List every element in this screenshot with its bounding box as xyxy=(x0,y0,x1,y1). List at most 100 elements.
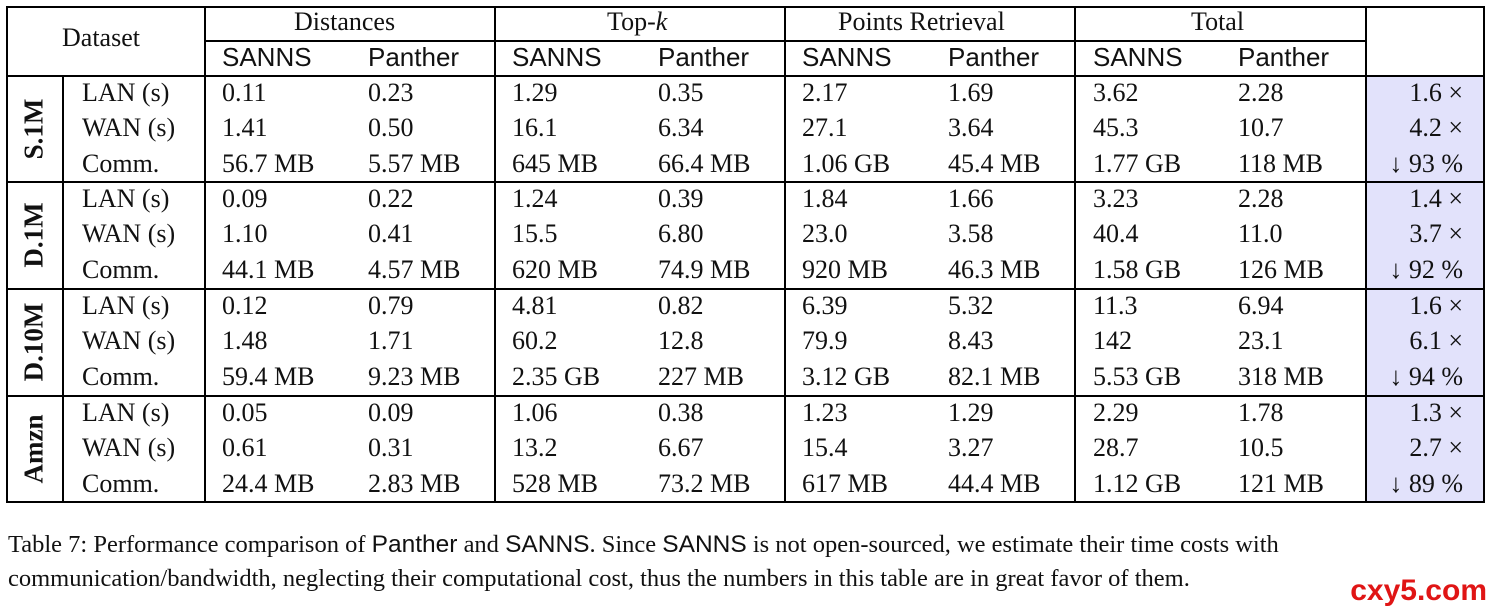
row-label: WAN (s) xyxy=(82,113,176,143)
group-header-total: Total xyxy=(1191,7,1245,36)
rule-after-points xyxy=(1074,6,1076,502)
group-header-distances: Distances xyxy=(294,7,396,36)
table-cell: 1.29 xyxy=(948,398,994,427)
rule-after-s1m xyxy=(6,181,1485,183)
table-cell: 66.4 MB xyxy=(658,148,751,178)
table-cell: 1.69 xyxy=(948,78,994,107)
sub-header-sanns: SANNS xyxy=(1093,42,1183,72)
table-cell: 1.71 xyxy=(368,326,414,356)
table-cell: 0.82 xyxy=(658,291,704,320)
table-cell: 82.1 MB xyxy=(948,361,1041,391)
table-cell: 6.80 xyxy=(658,219,704,249)
table-cell: 0.79 xyxy=(368,291,414,320)
improvement-ratio: 1.6 × xyxy=(1409,78,1463,107)
table-cell: 59.4 MB xyxy=(222,361,315,391)
group-header-points-retrieval: Points Retrieval xyxy=(838,7,1005,36)
table-cell: 13.2 xyxy=(512,433,558,463)
improvement-ratio: 1.3 × xyxy=(1409,398,1463,427)
table-cell: 23.0 xyxy=(802,219,848,249)
table-cell: 3.62 xyxy=(1093,78,1139,107)
row-label: LAN (s) xyxy=(82,398,170,427)
improvement-ratio: 2.7 × xyxy=(1409,433,1463,463)
table-cell: 73.2 MB xyxy=(658,468,751,498)
sub-header-sanns: SANNS xyxy=(512,42,602,72)
table-cell: 15.4 xyxy=(802,433,848,463)
table-cell: 0.31 xyxy=(368,433,414,463)
improvement-ratio: 1.4 × xyxy=(1409,184,1463,213)
table-cell: 2.83 MB xyxy=(368,468,461,498)
table-cell: 1.23 xyxy=(802,398,848,427)
table-cell: 1.06 GB xyxy=(802,148,891,178)
rule-top xyxy=(6,6,1485,8)
table-cell: 46.3 MB xyxy=(948,254,1041,284)
table-cell: 3.27 xyxy=(948,433,994,463)
table-cell: 6.94 xyxy=(1238,291,1284,320)
table-cell: 28.7 xyxy=(1093,433,1139,463)
table-cell: 8.43 xyxy=(948,326,994,356)
improvement-ratio: 3.7 × xyxy=(1409,219,1463,249)
dataset-name: Amzn xyxy=(18,414,49,484)
improvement-ratio: ↓ 94 % xyxy=(1389,361,1463,391)
table-cell: 121 MB xyxy=(1238,468,1324,498)
table-cell: 0.11 xyxy=(222,78,267,107)
row-label: Comm. xyxy=(82,361,160,391)
table-cell: 0.35 xyxy=(658,78,704,107)
table-cell: 0.23 xyxy=(368,78,414,107)
table-cell: 1.78 xyxy=(1238,398,1284,427)
table-caption: Table 7: Performance comparison of Panth… xyxy=(8,531,1279,592)
table-cell: 27.1 xyxy=(802,113,848,143)
table-cell: 4.81 xyxy=(512,291,558,320)
table-cell: 118 MB xyxy=(1238,148,1323,178)
row-label: Comm. xyxy=(82,468,160,498)
rule-header-bottom xyxy=(6,75,1485,77)
sub-header-panther: Panther xyxy=(1238,42,1330,72)
table-cell: 1.24 xyxy=(512,184,558,213)
table-cell: 10.5 xyxy=(1238,433,1284,463)
table-cell: 15.5 xyxy=(512,219,558,249)
table-cell: 1.10 xyxy=(222,219,268,249)
table-cell: 0.09 xyxy=(222,184,268,213)
sub-header-panther: Panther xyxy=(368,42,460,72)
improvement-ratio: 4.2 × xyxy=(1409,113,1463,143)
table-cell: 5.53 GB xyxy=(1093,361,1182,391)
improvement-ratio: 6.1 × xyxy=(1409,326,1463,356)
table-cell: 5.57 MB xyxy=(368,148,461,178)
rule-after-total xyxy=(1365,6,1367,502)
dataset-name: S.1M xyxy=(18,98,49,160)
table-cell: 12.8 xyxy=(658,326,704,356)
improvement-ratio: ↓ 92 % xyxy=(1389,254,1463,284)
rule-left xyxy=(6,6,8,502)
table-cell: 3.12 GB xyxy=(802,361,891,391)
table-cell: 3.23 xyxy=(1093,184,1139,213)
row-label: Comm. xyxy=(82,148,160,178)
table-cell: 0.50 xyxy=(368,113,414,143)
dataset-name: D.10M xyxy=(18,302,49,382)
table-cell: 126 MB xyxy=(1238,254,1324,284)
table-cell: 9.23 MB xyxy=(368,361,461,391)
sub-header-panther: Panther xyxy=(948,42,1040,72)
table-cell: 1.58 GB xyxy=(1093,254,1182,284)
rule-after-row-label xyxy=(204,6,206,502)
table-cell: 1.29 xyxy=(512,78,558,107)
table-cell: 2.28 xyxy=(1238,184,1284,213)
row-label: WAN (s) xyxy=(82,433,176,463)
table-cell: 620 MB xyxy=(512,254,598,284)
table-cell: 79.9 xyxy=(802,326,848,356)
table-cell: 1.48 xyxy=(222,326,268,356)
dataset-header: Dataset xyxy=(62,23,140,52)
table-cell: 60.2 xyxy=(512,326,558,356)
watermark: cxy5.com xyxy=(1350,574,1487,607)
table-cell: 645 MB xyxy=(512,148,598,178)
row-label: LAN (s) xyxy=(82,291,170,320)
table-cell: 1.41 xyxy=(222,113,268,143)
table-cell: 0.41 xyxy=(368,219,414,249)
table-cell: 45.4 MB xyxy=(948,148,1041,178)
sub-header-sanns: SANNS xyxy=(222,42,312,72)
table-cell: 5.32 xyxy=(948,291,994,320)
table-cell: 0.12 xyxy=(222,291,268,320)
table-cell: 11.0 xyxy=(1238,219,1283,249)
table-cell: 920 MB xyxy=(802,254,888,284)
row-label: WAN (s) xyxy=(82,219,176,249)
sub-header-sanns: SANNS xyxy=(802,42,892,72)
table-cell: 24.4 MB xyxy=(222,468,315,498)
